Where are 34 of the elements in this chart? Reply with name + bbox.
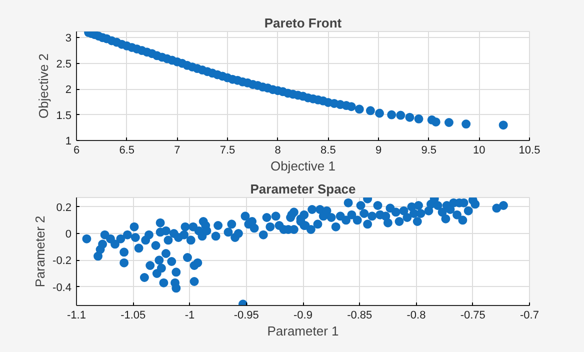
x-tick-label: 9.5 [421, 144, 436, 156]
y-tick-label: 1 [65, 136, 72, 148]
x-tick-label: -0.95 [234, 310, 259, 322]
chart-title: Pareto Front [264, 16, 342, 30]
x-tick-label: 10 [473, 144, 486, 156]
x-tick-label: 8.5 [320, 144, 336, 156]
y-tick-label: 0 [65, 228, 72, 240]
y-tick-label: -0.2 [52, 255, 72, 268]
x-tick-label: 6 [73, 144, 80, 156]
x-tick-label: -1 [184, 310, 195, 322]
y-axis-title: Parameter 2 [32, 216, 48, 288]
x-tick-label: 10.5 [518, 144, 540, 156]
y-tick-label: 2 [65, 84, 72, 96]
x-tick-label: -0.75 [460, 310, 486, 322]
y-tick-label: 2.5 [56, 58, 72, 70]
x-tick-label: -1.05 [120, 310, 146, 322]
y-tick-label: -0.4 [52, 282, 72, 294]
x-tick-label: -0.8 [406, 310, 426, 322]
y-tick-label: 3 [65, 32, 72, 45]
y-axis-title: Objective 2 [36, 53, 52, 119]
x-axis-title: Parameter 1 [267, 324, 339, 338]
chart-title: Parameter Space [250, 182, 356, 196]
x-axis-title: Objective 1 [270, 158, 336, 174]
x-tick-label: 7.5 [220, 144, 236, 156]
x-tick-label: -1.1 [67, 310, 86, 322]
y-tick-label: 1.5 [56, 110, 72, 122]
x-tick-label: -0.7 [520, 310, 539, 322]
x-tick-label: -0.9 [294, 310, 312, 322]
x-tick-label: 9 [375, 144, 382, 156]
x-tick-label: -0.85 [347, 310, 372, 322]
x-tick-label: 8 [274, 144, 281, 156]
y-tick-label: 0.2 [56, 202, 72, 214]
x-tick-label: 6.5 [119, 144, 134, 156]
x-tick-label: 7 [174, 144, 180, 156]
